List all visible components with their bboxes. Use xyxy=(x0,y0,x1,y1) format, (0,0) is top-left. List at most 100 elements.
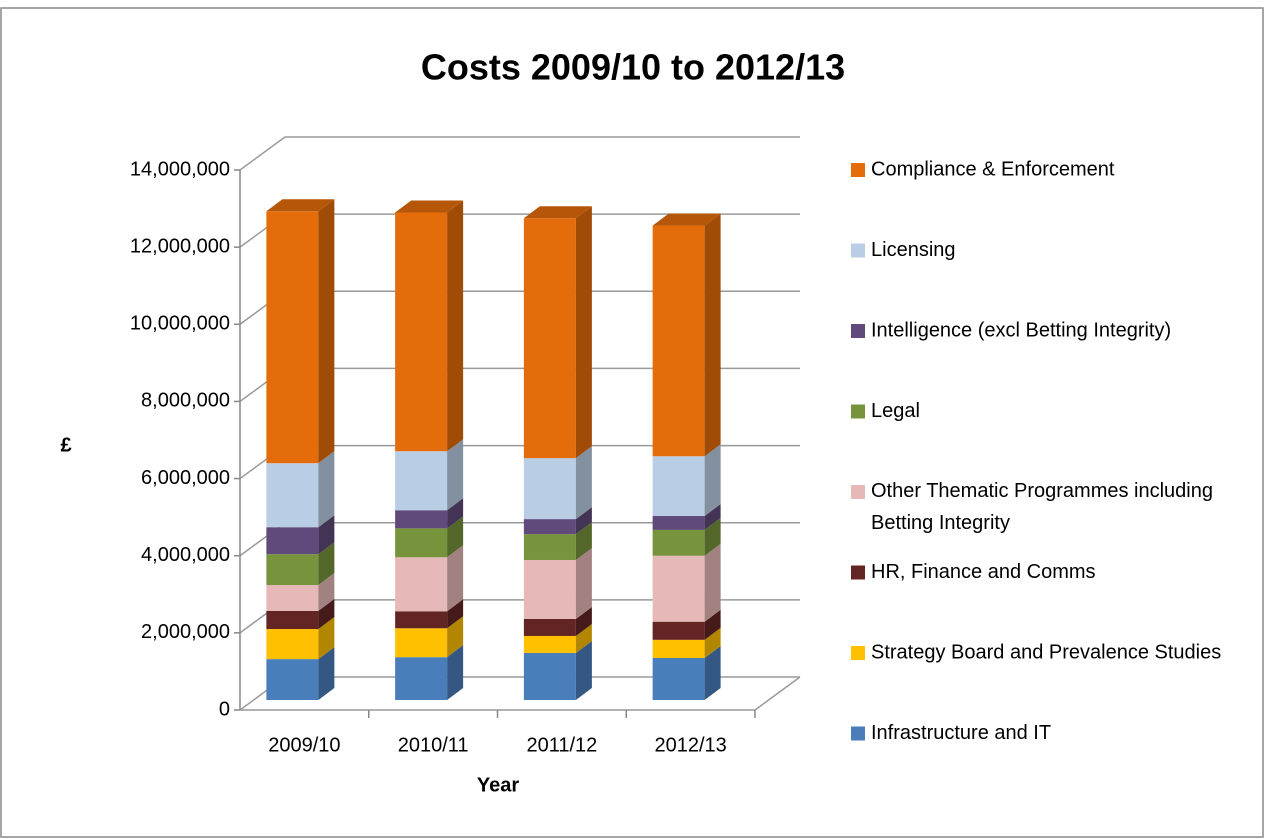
bar-segment xyxy=(652,213,721,457)
bar-segment xyxy=(395,616,464,658)
bar-segment xyxy=(523,522,592,560)
bar-segment xyxy=(523,640,592,700)
legend-label: Other Thematic Programmes including Betti… xyxy=(871,480,1213,534)
bar-top xyxy=(266,199,335,212)
bar-front xyxy=(266,585,319,611)
bar-front xyxy=(395,510,448,529)
bar-segment xyxy=(652,517,721,556)
bar-side xyxy=(575,522,592,560)
bar-segment xyxy=(395,645,464,700)
bar-segment xyxy=(266,542,335,586)
bar-front xyxy=(652,555,705,622)
x-tick-label: 2012/13 xyxy=(654,734,726,756)
chart-title: Costs 2009/10 to 2012/13 xyxy=(421,47,845,88)
legend-swatch xyxy=(851,646,865,660)
bar-segment xyxy=(652,543,721,622)
bar-segment xyxy=(652,645,721,700)
bar-segment xyxy=(652,627,721,658)
chart-border xyxy=(0,7,1264,838)
legend-swatch xyxy=(851,404,865,419)
bar-side xyxy=(704,609,721,640)
bar-side xyxy=(575,446,592,520)
bar-side xyxy=(447,498,464,529)
bar-segment xyxy=(523,623,592,653)
legend-swatch xyxy=(851,243,865,258)
bar-side xyxy=(704,213,721,457)
bar-side xyxy=(704,627,721,658)
bar-front xyxy=(395,212,448,452)
bar-front xyxy=(266,463,319,528)
legend-label: HR, Finance and Comms xyxy=(871,561,1096,583)
bar-side xyxy=(704,444,721,517)
bar-side xyxy=(318,598,335,630)
bar-front xyxy=(523,458,576,520)
bar-front xyxy=(395,611,448,629)
x-axis-label: Year xyxy=(477,774,519,796)
bar-front xyxy=(523,519,576,535)
legend-label: Compliance & Enforcement xyxy=(871,158,1115,180)
bar-side xyxy=(447,516,464,558)
bar-segment xyxy=(395,439,464,511)
bar-front xyxy=(395,557,448,612)
bar-segment xyxy=(266,647,335,700)
bar-front xyxy=(652,516,705,530)
bar-segment xyxy=(523,206,592,459)
bar-front xyxy=(395,657,448,700)
y-tick-label: 0 xyxy=(219,698,230,720)
bar-front xyxy=(266,527,319,555)
y-tick-label: 4,000,000 xyxy=(141,544,230,566)
bar-front xyxy=(266,610,319,630)
bar-segment xyxy=(652,504,721,530)
bar-segment xyxy=(395,498,464,529)
legend-label: Intelligence (excl Betting Integrity) xyxy=(871,319,1171,341)
bar-front xyxy=(266,211,319,464)
bar-front xyxy=(266,629,319,660)
bar-side xyxy=(575,607,592,636)
bar-side xyxy=(575,623,592,653)
bar-front xyxy=(523,559,576,619)
bar-top xyxy=(523,206,592,219)
bar-side xyxy=(447,645,464,700)
legend-label: Licensing xyxy=(871,239,956,261)
y-tick-label: 6,000,000 xyxy=(141,467,230,489)
bar-front xyxy=(652,456,705,517)
bar-side xyxy=(447,599,464,629)
bar-segment xyxy=(523,507,592,535)
bar-front xyxy=(652,621,705,640)
bar-front xyxy=(652,529,705,556)
bar-front xyxy=(652,657,705,700)
bar-front xyxy=(523,619,576,636)
x-tick-label: 2011/12 xyxy=(526,734,597,756)
bar-front xyxy=(523,652,576,700)
bar-front xyxy=(652,225,705,457)
legend-swatch xyxy=(851,565,865,580)
bar-front xyxy=(395,451,448,511)
legend-label: Legal xyxy=(871,400,920,422)
bar-front xyxy=(652,639,705,658)
bar-segment xyxy=(652,609,721,640)
bar-segment xyxy=(652,444,721,517)
y-tick-label: 12,000,000 xyxy=(130,235,230,257)
bar-front xyxy=(523,534,576,560)
bar-side xyxy=(575,547,592,619)
grid-line xyxy=(239,136,800,171)
bar-segment xyxy=(266,617,335,660)
y-tick-label: 14,000,000 xyxy=(130,158,230,180)
y-tick-label: 8,000,000 xyxy=(141,390,230,412)
bar-side xyxy=(704,504,721,530)
bar-segment xyxy=(395,545,464,612)
bar-segment xyxy=(395,516,464,558)
bar-segment xyxy=(266,199,335,464)
bar-side xyxy=(447,200,464,452)
bar-segment xyxy=(266,515,335,555)
y-tick-label: 10,000,000 xyxy=(130,313,230,335)
bar-side xyxy=(704,645,721,700)
bar-segment xyxy=(523,607,592,636)
bar-front xyxy=(395,528,448,558)
legend-label: Strategy Board and Prevalence Studies xyxy=(871,641,1221,663)
bar-segment xyxy=(395,599,464,629)
bar-side xyxy=(447,439,464,511)
bar-side xyxy=(318,542,335,586)
bar-segment xyxy=(266,598,335,630)
